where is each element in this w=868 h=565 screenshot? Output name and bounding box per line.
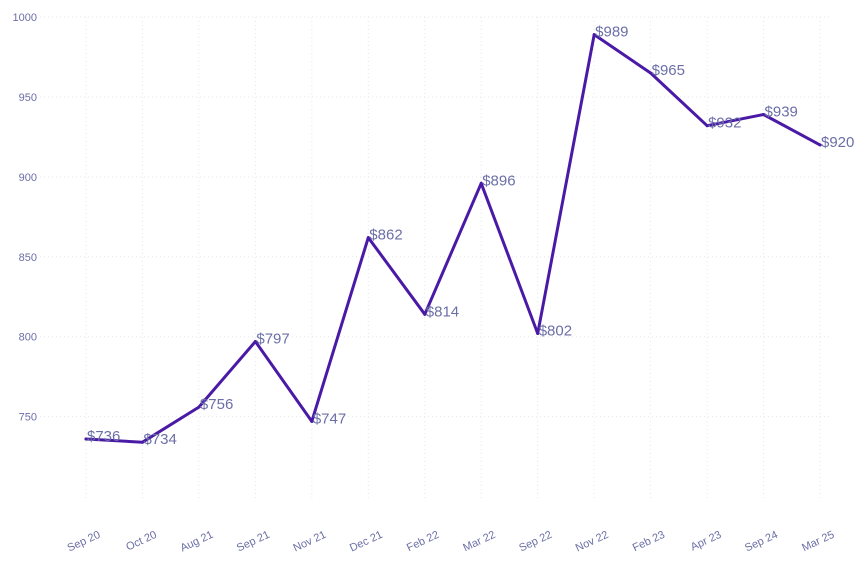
- x-tick-label: Oct 20: [124, 529, 158, 554]
- y-tick-label: 1000: [13, 12, 37, 24]
- x-tick-label: Sep 20: [66, 529, 103, 555]
- y-tick-label: 750: [19, 412, 37, 424]
- data-point: [479, 181, 483, 185]
- y-axis-ticks: 1000 950 900 850 800 750: [13, 12, 37, 424]
- y-tick-label: 800: [19, 332, 37, 344]
- data-point: [762, 113, 766, 117]
- data-point: [592, 33, 596, 37]
- data-point: [84, 437, 88, 441]
- data-point: [310, 419, 314, 423]
- x-tick-label: Dec 21: [348, 529, 385, 555]
- data-point: [536, 332, 540, 336]
- x-axis-ticks: Sep 20 Oct 20 Aug 21 Sep 21 Nov 21 Dec 21 Feb …: [66, 529, 837, 555]
- x-tick-label: Apr 23: [689, 529, 723, 554]
- data-point: [818, 143, 822, 147]
- data-point: [423, 312, 427, 316]
- x-tick-label: Aug 21: [179, 529, 216, 555]
- series-line: [84, 33, 822, 444]
- data-label: $862: [369, 227, 402, 244]
- data-point: [253, 340, 257, 344]
- y-tick-label: 900: [19, 172, 37, 184]
- x-tick-label: Mar 25: [800, 529, 836, 554]
- x-tick-label: Sep 24: [743, 529, 780, 555]
- data-label: $756: [200, 396, 233, 413]
- y-tick-label: 850: [19, 252, 37, 264]
- x-tick-label: Feb 23: [631, 529, 667, 554]
- data-label: $896: [482, 172, 515, 189]
- data-label: $965: [652, 62, 685, 79]
- data-label: $747: [313, 410, 346, 427]
- data-labels: $736 $734 $756 $797 $747 $862 $814 $896 $802 $989…: [84, 24, 854, 448]
- x-tick-label: Mar 22: [461, 529, 497, 554]
- data-label: $734: [143, 431, 176, 448]
- x-tick-label: Sep 21: [235, 529, 272, 555]
- data-label: $736: [87, 428, 120, 445]
- y-tick-label: 950: [19, 92, 37, 104]
- data-label: $939: [765, 104, 798, 121]
- x-tick-label: Sep 22: [517, 529, 554, 555]
- data-label: $797: [256, 331, 289, 348]
- x-tick-label: Feb 22: [405, 529, 441, 554]
- data-label: $989: [595, 24, 628, 41]
- data-label: $814: [426, 303, 459, 320]
- data-label: $932: [708, 115, 741, 132]
- x-tick-label: Nov 21: [291, 529, 328, 555]
- data-point: [366, 236, 370, 240]
- data-point: [705, 124, 709, 128]
- data-point: [197, 405, 201, 409]
- data-point: [649, 71, 653, 75]
- data-label: $920: [821, 134, 854, 151]
- data-label: $802: [539, 323, 572, 340]
- data-point: [140, 440, 144, 444]
- x-tick-label: Nov 22: [574, 529, 611, 555]
- grid: [40, 16, 830, 500]
